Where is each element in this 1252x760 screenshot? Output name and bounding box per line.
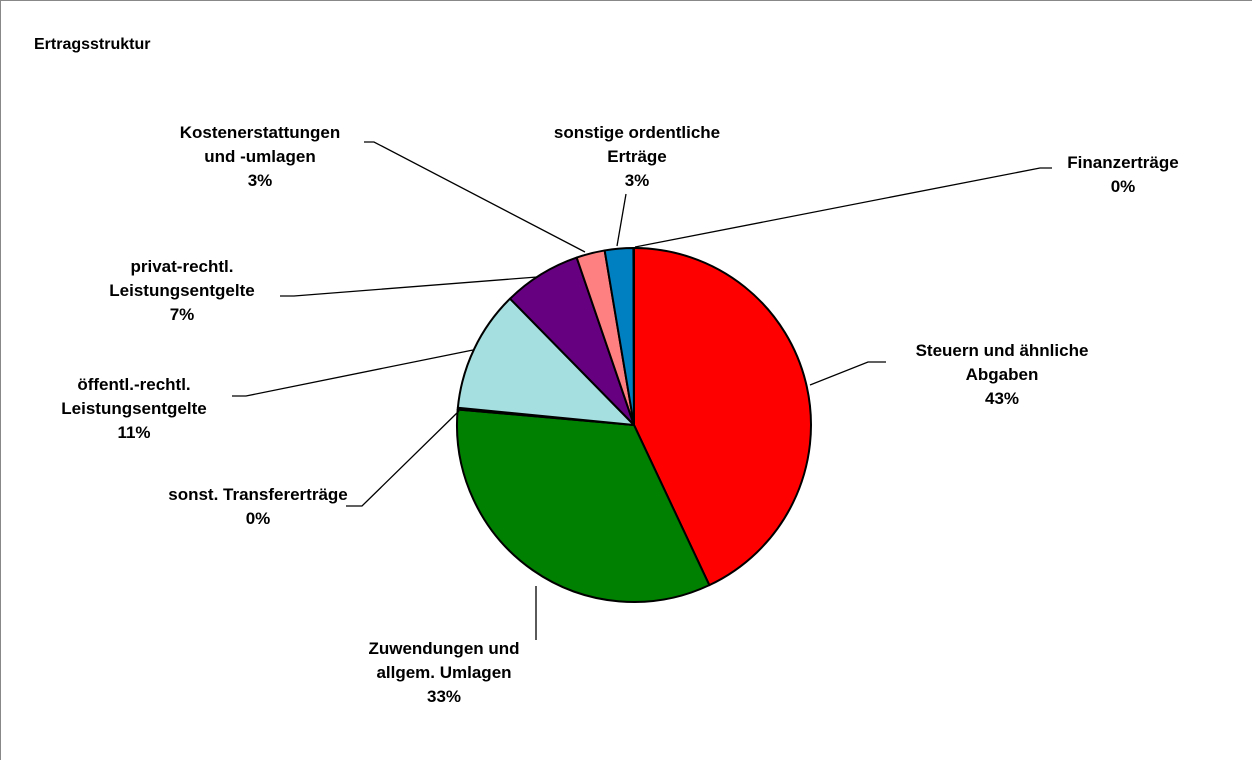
slice-name-label: Steuern und ähnliche <box>916 341 1089 360</box>
slice-name-label: öffentl.-rechtl. <box>77 375 190 394</box>
slice-name-label: Erträge <box>607 147 667 166</box>
slice-label: Steuern und ähnliche Abgaben 43% <box>916 341 1089 408</box>
slice-percent-label: 43% <box>985 389 1019 408</box>
slice-name-label: und -umlagen <box>204 147 315 166</box>
slice-name-label: sonstige ordentliche <box>554 123 720 142</box>
leader-line <box>346 410 460 507</box>
leader-line <box>232 349 474 397</box>
slice-label: öffentl.-rechtl. Leistungsentgelte 11% <box>61 375 206 442</box>
slice-labels: Steuern und ähnliche Abgaben 43% Zuwendunge… <box>61 123 1178 706</box>
slice-percent-label: 3% <box>248 171 273 190</box>
slice-name-label: Finanzerträge <box>1067 153 1178 172</box>
leader-line <box>634 167 1052 248</box>
slice-name-label: Kostenerstattungen <box>180 123 341 142</box>
slice-name-label: allgem. Umlagen <box>376 663 511 682</box>
slice-name-label: Zuwendungen und <box>368 639 519 658</box>
pie-slice <box>632 246 635 426</box>
slice-percent-label: 0% <box>246 509 271 528</box>
leader-line <box>809 361 886 386</box>
pie-slice <box>633 247 812 587</box>
pie-slice <box>456 297 635 426</box>
leader-line <box>280 276 538 297</box>
leader-lines <box>232 141 1052 640</box>
slice-label: privat-rechtl. Leistungsentgelte 7% <box>109 257 254 324</box>
pie-slice <box>456 408 711 603</box>
slice-label: sonstige ordentliche Erträge 3% <box>554 123 720 190</box>
slice-label: Finanzerträge 0% <box>1067 153 1178 196</box>
slice-name-label: sonst. Transfererträge <box>168 485 348 504</box>
slice-name-label: Leistungsentgelte <box>61 399 206 418</box>
slice-label: Kostenerstattungen und -umlagen 3% <box>180 123 341 190</box>
slice-percent-label: 7% <box>170 305 195 324</box>
slice-label: sonst. Transfererträge 0% <box>168 485 348 528</box>
slice-name-label: Leistungsentgelte <box>109 281 254 300</box>
slice-label: Zuwendungen und allgem. Umlagen 33% <box>368 639 519 706</box>
slice-name-label: privat-rechtl. <box>131 257 234 276</box>
slice-percent-label: 11% <box>117 423 150 442</box>
pie-slices <box>456 246 812 603</box>
slice-name-label: Abgaben <box>966 365 1039 384</box>
leader-line <box>364 141 586 253</box>
leader-line <box>616 193 627 247</box>
slice-percent-label: 0% <box>1111 177 1136 196</box>
slice-percent-label: 33% <box>427 687 461 706</box>
slice-percent-label: 3% <box>625 171 650 190</box>
chart-title: Ertragsstruktur <box>34 36 151 53</box>
